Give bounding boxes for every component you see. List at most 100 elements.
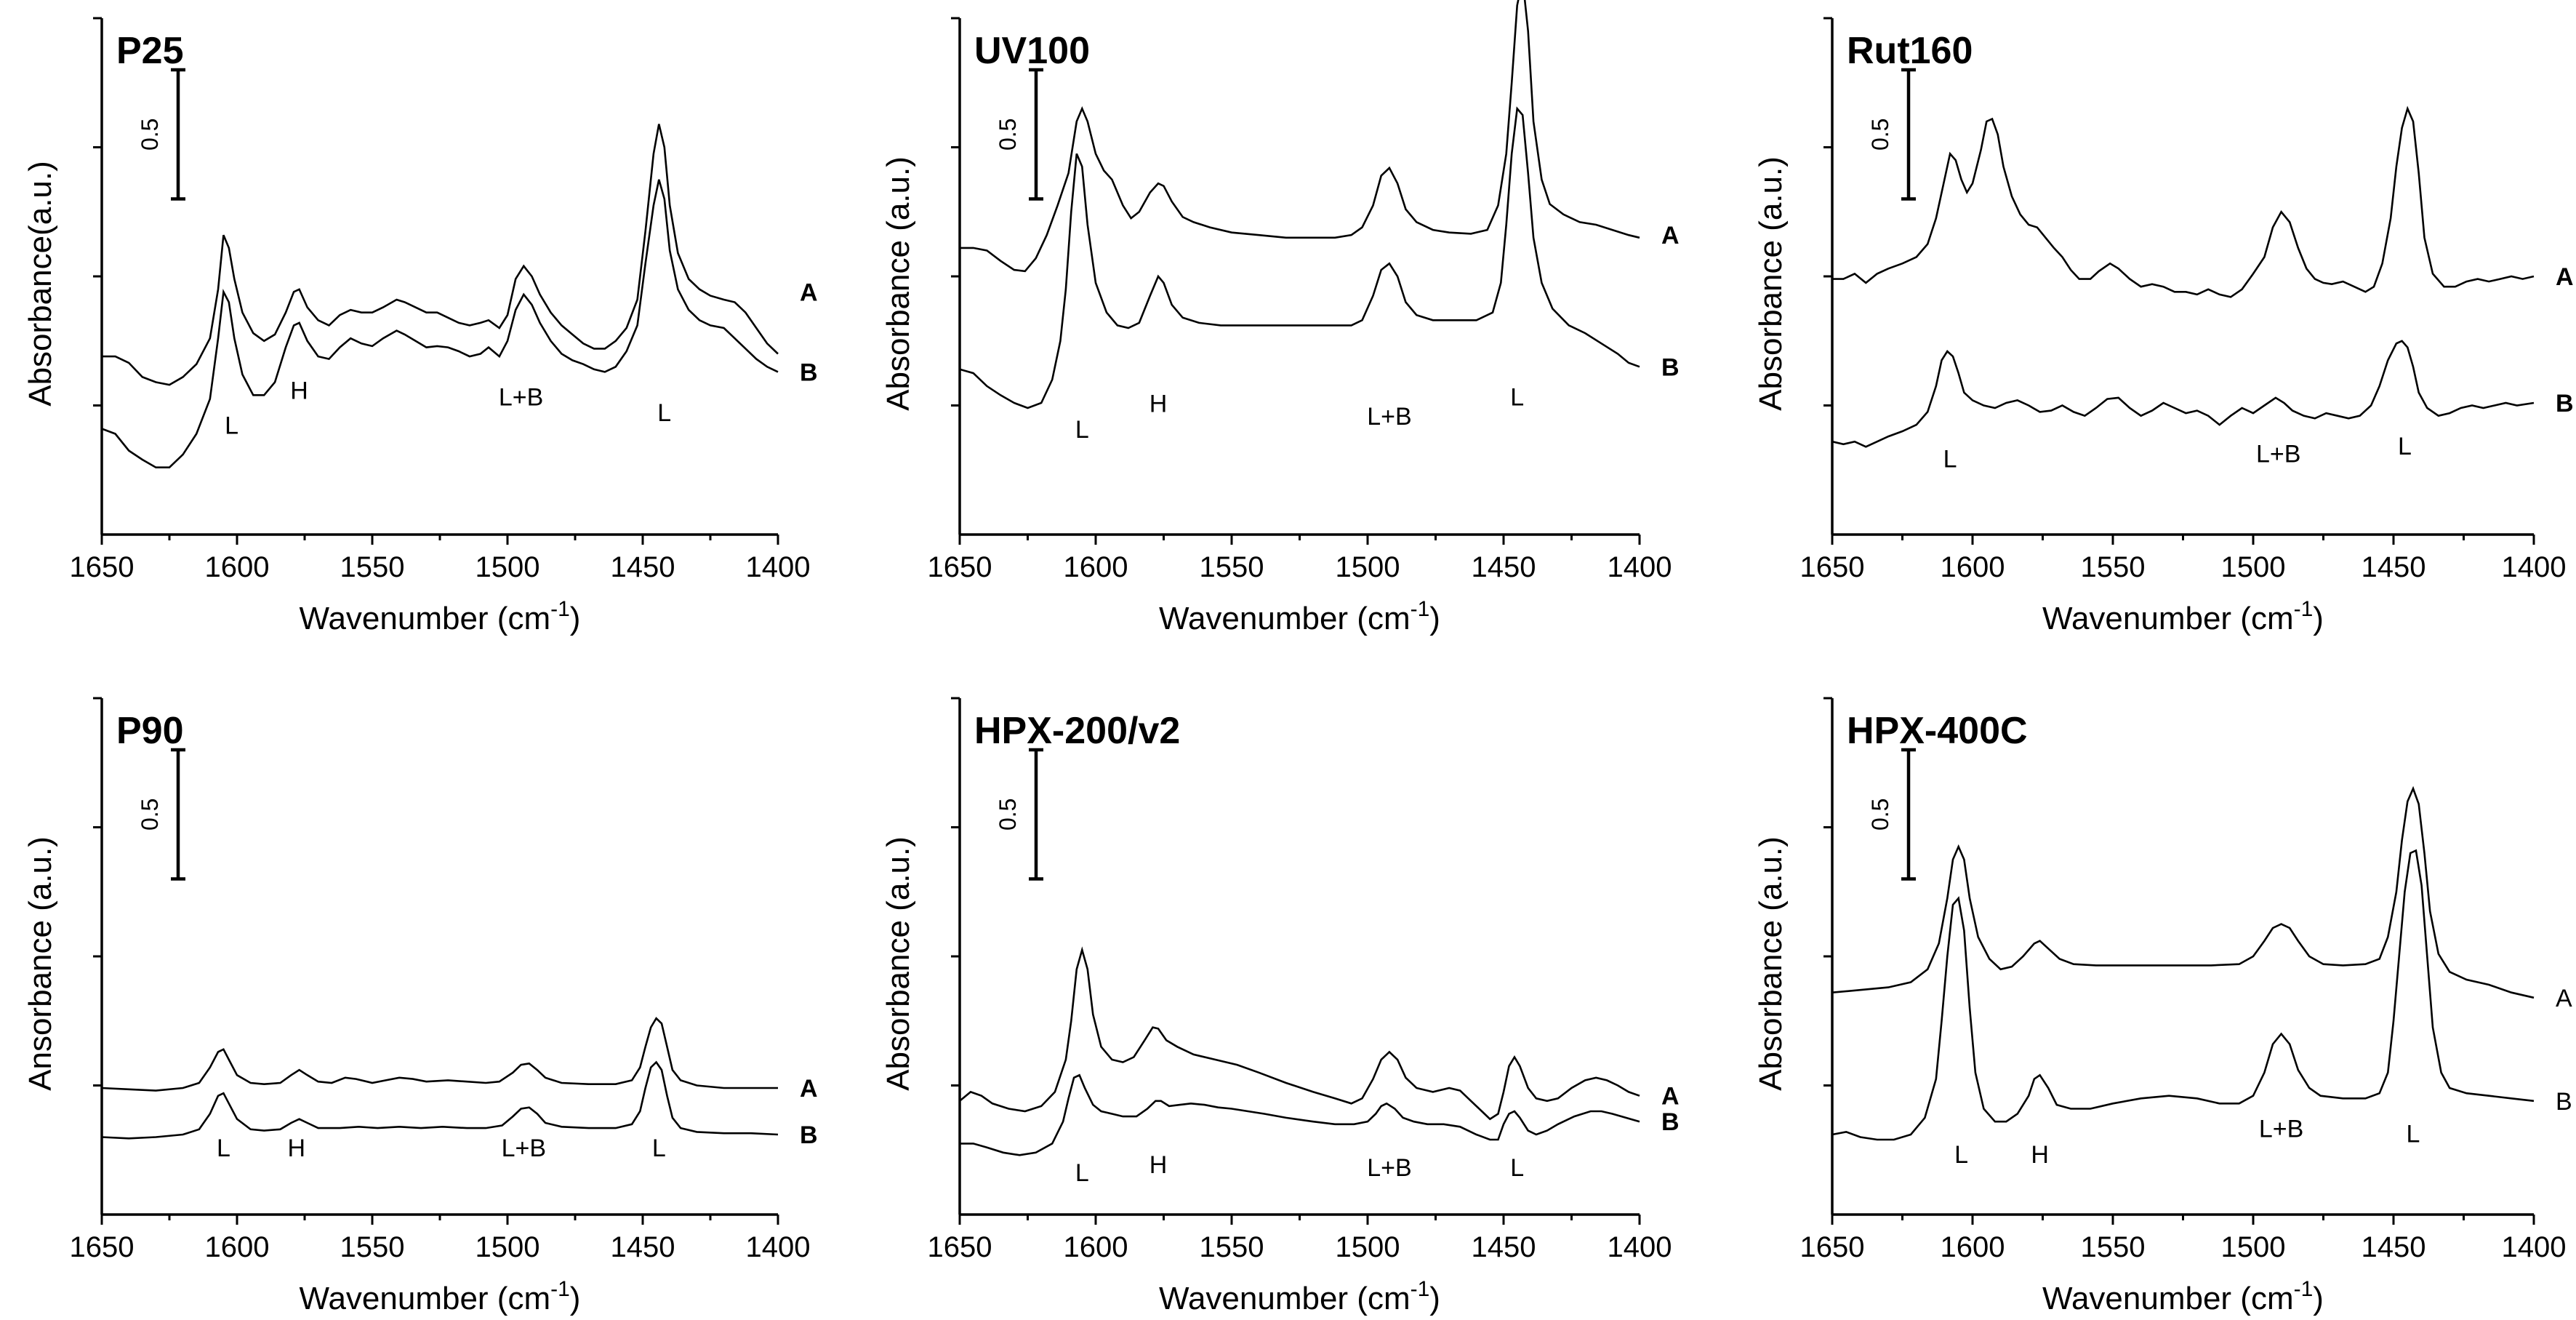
x-axis-title-text: Wavenumber (cm (2042, 601, 2294, 636)
x-tick-label: 1450 (2362, 1231, 2426, 1263)
spectrum-panel: 1650 1600 1550 1500 1450 1400 Wavenumber (cm-1… (23, 697, 818, 1316)
x-tick-label: 1650 (70, 1231, 135, 1263)
x-tick-label: 1550 (340, 1231, 405, 1263)
x-tick-label: 1500 (476, 1231, 540, 1263)
x-axis-title-text: Wavenumber (cm (300, 1281, 551, 1316)
peak-label: L (652, 1135, 666, 1162)
y-axis-title: Absorbance (a.u.) (880, 836, 916, 1091)
peak-label: L (2398, 433, 2412, 460)
x-tick-label: 1650 (70, 551, 135, 583)
x-axis-title-end: ) (2313, 1281, 2324, 1316)
spectrum-trace-b (959, 106, 1640, 409)
spectrum-panel: 1650 1600 1550 1500 1450 1400 Wavenumber (cm-1… (23, 17, 818, 636)
x-tick-label: 1450 (2362, 551, 2426, 583)
peak-label: L (1075, 416, 1089, 444)
x-axis-title: Wavenumber (cm-1) (2042, 597, 2324, 636)
scale-bar-label: 0.5 (137, 799, 163, 831)
trace-label: A (800, 279, 818, 306)
spectrum-trace-a (960, 0, 1640, 273)
x-tick-label: 1550 (2081, 1231, 2146, 1263)
x-tick-label: 1450 (1472, 551, 1536, 583)
panel-title: HPX-200/v2 (974, 710, 1180, 752)
x-tick-label: 1400 (1608, 551, 1672, 583)
scale-bar-label: 0.5 (137, 119, 163, 151)
trace-label: B (800, 359, 818, 386)
spectrum-trace-a (1832, 105, 2535, 298)
y-axis-title: Absorbance (a.u.) (880, 156, 916, 411)
x-tick-label: 1650 (928, 1231, 992, 1263)
y-axis-title: Ansorbance (a.u.) (23, 836, 58, 1091)
x-axis-title-end: ) (570, 1281, 581, 1316)
trace-label: A (2556, 985, 2572, 1012)
x-axis-title-superscript: -1 (550, 1277, 570, 1301)
x-tick-label: 1400 (746, 551, 811, 583)
x-axis-title: Wavenumber (cm-1) (300, 597, 581, 636)
scale-bar-label: 0.5 (1867, 119, 1893, 151)
x-tick-label: 1600 (1064, 551, 1128, 583)
x-axis-title-text: Wavenumber (cm (1159, 1281, 1411, 1316)
peak-label: L (1510, 384, 1524, 412)
trace-label: B (2556, 1088, 2572, 1116)
peak-label: L+B (499, 384, 543, 412)
trace-label: A (800, 1075, 818, 1103)
panel-title: P25 (116, 30, 184, 72)
x-axis-title: Wavenumber (cm-1) (300, 1277, 581, 1316)
trace-label: B (800, 1121, 818, 1149)
trace-label: B (1661, 1108, 1680, 1136)
peak-label: L (657, 399, 671, 427)
panel-title: P90 (116, 710, 184, 752)
x-tick-label: 1450 (611, 1231, 675, 1263)
x-tick-label: 1550 (340, 551, 405, 583)
x-axis-title-superscript: -1 (2294, 1277, 2314, 1301)
x-tick-label: 1600 (205, 1231, 270, 1263)
x-axis-title-text: Wavenumber (cm (2042, 1281, 2294, 1316)
peak-label: L (217, 1135, 230, 1162)
x-tick-label: 1500 (2221, 1231, 2286, 1263)
x-tick-label: 1450 (1472, 1231, 1536, 1263)
peak-label: L (1510, 1154, 1524, 1182)
x-axis-title-end: ) (1429, 601, 1440, 636)
y-axis-title: Absorbance (a.u.) (1753, 836, 1789, 1091)
spectrum-panel: 1650 1600 1550 1500 1450 1400 Wavenumber (cm-1… (1753, 697, 2572, 1316)
x-axis-title-superscript: -1 (2294, 597, 2314, 621)
peak-label: H (290, 377, 308, 405)
x-axis-title-text: Wavenumber (cm (300, 601, 551, 636)
x-axis-title-end: ) (570, 601, 581, 636)
trace-label: A (1661, 1083, 1680, 1111)
x-tick-label: 1500 (1336, 551, 1400, 583)
y-axis-title: Absorbance(a.u.) (23, 161, 58, 407)
spectrum-trace-a (101, 1017, 778, 1092)
peak-label: L (225, 412, 238, 440)
peak-label: L+B (1367, 1154, 1411, 1182)
x-tick-label: 1500 (1336, 1231, 1400, 1263)
peak-label: L (2407, 1121, 2420, 1148)
peak-label: L+B (502, 1135, 546, 1162)
x-tick-label: 1400 (2502, 551, 2567, 583)
x-axis-title: Wavenumber (cm-1) (1159, 1277, 1440, 1316)
scale-bar-label: 0.5 (995, 119, 1021, 151)
x-axis-title: Wavenumber (cm-1) (2042, 1277, 2324, 1316)
x-tick-label: 1650 (1800, 1231, 1865, 1263)
panel-title: UV100 (974, 30, 1090, 72)
peak-label: H (2031, 1141, 2049, 1169)
trace-label: A (1661, 222, 1680, 249)
spectrum-trace-b (101, 1060, 779, 1140)
trace-label: B (2556, 390, 2574, 417)
spectrum-panel: 1650 1600 1550 1500 1450 1400 Wavenumber (cm-1… (1753, 17, 2574, 636)
spectrum-trace-b (960, 1073, 1640, 1156)
x-tick-label: 1500 (476, 551, 540, 583)
spectrum-trace-a (102, 124, 779, 386)
x-tick-label: 1550 (2081, 551, 2146, 583)
x-tick-label: 1500 (2221, 551, 2286, 583)
peak-label: H (1149, 1151, 1168, 1179)
x-axis-title-text: Wavenumber (cm (1159, 601, 1411, 636)
spectrum-trace-a (959, 946, 1640, 1121)
x-axis-title-superscript: -1 (1411, 1277, 1430, 1301)
x-axis-title: Wavenumber (cm-1) (1159, 597, 1440, 636)
panel-title: Rut160 (1847, 30, 1973, 72)
x-tick-label: 1400 (2502, 1231, 2567, 1263)
peak-label: L (1943, 446, 1957, 473)
spectrum-trace-b (101, 179, 779, 468)
x-axis-title-end: ) (1429, 1281, 1440, 1316)
peak-label: H (1149, 390, 1168, 417)
